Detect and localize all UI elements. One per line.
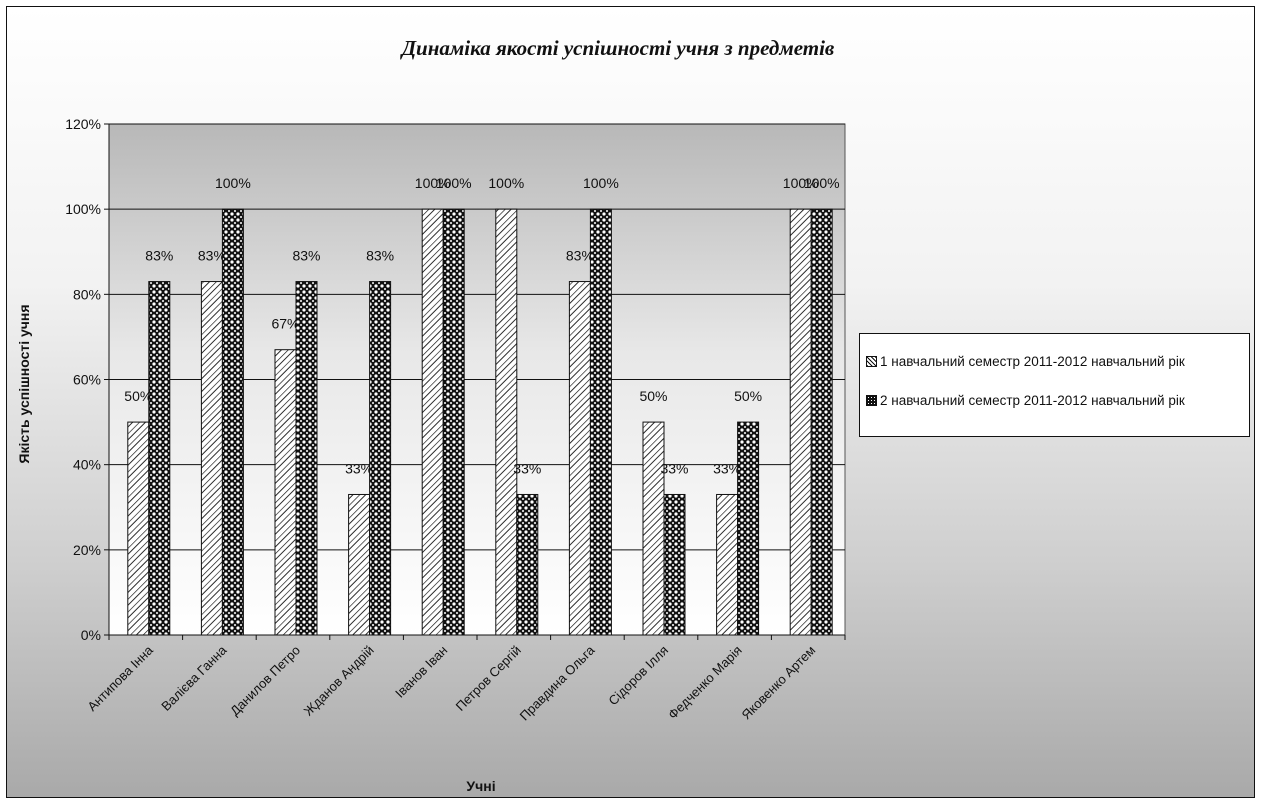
data-label: 83% [145,248,173,264]
y-axis-title: Якість успішності учня [16,304,32,463]
data-label: 83% [566,248,594,264]
legend-swatch-hatch [866,355,877,367]
bar-series-1 [789,208,812,636]
bar-series-1 [716,493,739,636]
bar-series-2 [737,421,760,636]
legend-label-series-2: 2 навчальний семестр 2011-2012 навчальни… [880,392,1185,408]
data-label: 50% [734,388,762,404]
bar-series-2 [148,281,171,636]
legend: 1 навчальний семестр 2011-2012 навчальни… [859,333,1250,437]
data-label: 100% [804,175,840,191]
bar-series-2 [221,208,244,636]
data-label: 100% [583,175,619,191]
x-category-label: Сідоров Ілля [605,643,671,709]
x-category-label: Правдина Ольга [517,642,598,723]
data-label: 50% [639,388,667,404]
bar-series-1 [421,208,444,636]
bar-series-1 [274,349,297,636]
bar-series-2 [295,281,318,636]
bar-series-1 [568,281,591,636]
x-axis-title: Учні [466,778,495,794]
data-label: 33% [345,460,373,476]
bar-chart: Динаміка якості успішності учня з предме… [16,36,846,794]
bar-series-1 [200,281,223,636]
x-category-label: Данилов Петро [227,643,303,719]
data-label: 83% [366,248,394,264]
data-label: 33% [513,460,541,476]
bar-series-1 [348,493,371,636]
data-label: 50% [124,388,152,404]
bar-series-2 [516,493,539,636]
legend-item-series-2: 2 навчальний семестр 2011-2012 навчальни… [866,387,1243,413]
data-label: 33% [660,460,688,476]
data-label: 100% [415,175,451,191]
x-category-label: Петров Сергій [453,643,524,714]
data-label: 100% [436,175,472,191]
y-tick-label: 120% [65,116,101,132]
bar-series-1 [642,421,665,636]
bar-series-1 [495,208,518,636]
y-tick-label: 20% [73,542,101,558]
bar-series-1 [127,421,150,636]
data-label: 100% [783,175,819,191]
x-category-label: Валієва Ганна [158,642,230,714]
data-label: 100% [215,175,251,191]
bar-series-2 [589,208,612,636]
legend-swatch-checker [866,394,877,406]
data-label: 67% [271,316,299,332]
bar-series-2 [369,281,392,636]
y-tick-label: 80% [73,286,101,302]
y-tick-label: 60% [73,372,101,388]
y-tick-label: 0% [81,627,101,643]
bar-series-2 [663,493,686,636]
chart-title: Динаміка якості успішності учня з предме… [400,36,835,60]
y-tick-label: 40% [73,457,101,473]
legend-label-series-1: 1 навчальний семестр 2011-2012 навчальни… [880,353,1185,369]
x-category-label: Іванов Іван [392,643,450,701]
x-category-label: Федченко Марія [665,643,745,723]
bar-series-2 [810,208,833,636]
x-category-label: Жданов Андрій [301,643,377,719]
data-label: 83% [292,248,320,264]
data-label: 33% [713,460,741,476]
data-label: 100% [488,175,524,191]
x-category-label: Яковенко Артем [738,642,818,722]
legend-item-series-1: 1 навчальний семестр 2011-2012 навчальни… [866,348,1243,374]
y-tick-label: 100% [65,201,101,217]
data-label: 83% [198,248,226,264]
bar-series-2 [442,208,465,636]
x-category-label: Антипова Інна [84,642,156,714]
chart-area: Динаміка якості успішності учня з предме… [6,6,1255,798]
